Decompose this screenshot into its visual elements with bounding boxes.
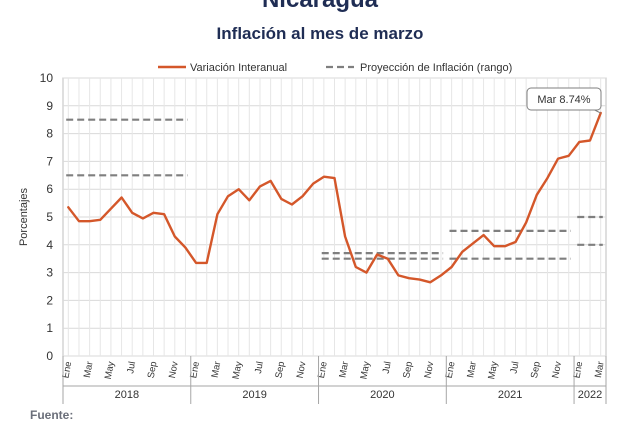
x-tick-label: Sep [529,361,543,380]
x-tick-label: Sep [273,361,287,380]
x-tick-label: Jul [125,361,138,375]
x-tick-label: Jul [381,361,394,375]
x-tick-label: Mar [210,361,224,379]
inflation-line-chart: 0 1 2 3 4 5 6 7 8 9 10 Porcentajes Ene Mar May Jul Sep No… [18,62,607,404]
x-tick-label: Sep [401,361,415,380]
y-tick-label: 1 [46,321,53,335]
y-tick-label: 4 [46,238,53,252]
y-tick-label: 9 [46,99,53,113]
x-tick-label: Ene [572,361,586,380]
x-tick-label: Ene [61,361,75,380]
x-tick-label: Sep [146,361,160,380]
y-tick-label: 8 [46,127,53,141]
x-tick-label: May [486,360,500,380]
legend-label-variacion: Variación Interanual [190,62,287,74]
x-tick-label: Mar [465,361,479,379]
year-label: 2019 [242,389,266,401]
x-tick-label: Ene [316,361,330,380]
x-tick-label: Ene [444,361,458,380]
x-tick-label: Jul [509,361,522,375]
page-title: Nicaragua [0,0,640,14]
y-tick-label: 0 [46,349,53,363]
annotation-leader [594,109,601,114]
year-label: 2018 [115,389,139,401]
y-tick-label: 7 [46,154,53,168]
x-tick-label: Nov [550,360,564,379]
y-tick-label: 6 [46,182,53,196]
year-label: 2022 [578,389,602,401]
x-tick-label: May [231,360,245,380]
y-tick-label: 10 [40,71,54,85]
x-tick-label: Mar [337,361,351,379]
x-tick-label: Nov [167,360,181,379]
series-line-variacion-interanual [67,111,602,284]
annotation-label: Mar 8.74% [537,94,590,106]
y-axis-label: Porcentajes [18,187,30,246]
source-label: Fuente: [30,408,74,422]
y-tick-label: 3 [46,266,53,280]
x-tick-label: May [358,360,372,380]
chart-subtitle: Inflación al mes de marzo [216,24,424,43]
x-tick-label: Nov [423,360,437,379]
x-tick-label: Mar [593,361,607,379]
y-tick-label: 5 [46,210,53,224]
year-label: 2021 [498,389,522,401]
annotation-box [526,87,602,111]
x-tick-label: Mar [82,361,96,379]
x-tick-label: Nov [295,360,309,379]
y-tick-label: 2 [46,293,53,307]
x-tick-label: Jul [253,361,266,375]
year-label: 2020 [370,389,394,401]
x-tick-label: Ene [188,361,202,380]
legend-label-proyeccion: Proyección de Inflación (rango) [360,62,512,74]
x-tick-label: May [103,360,117,380]
